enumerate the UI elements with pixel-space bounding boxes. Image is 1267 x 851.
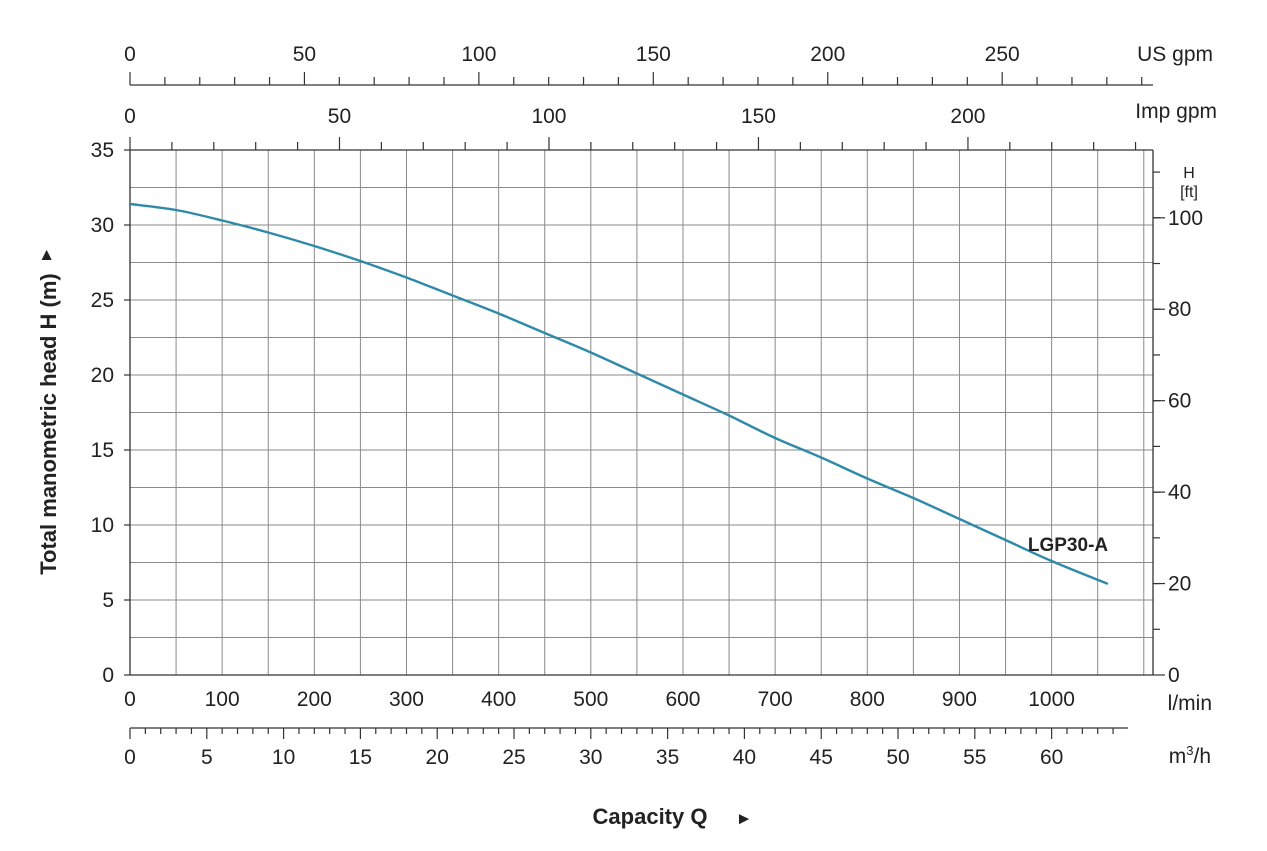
- m3h-tick-label: 55: [963, 746, 986, 769]
- x-tick-label: 900: [942, 688, 977, 711]
- m3h-tick-label: 35: [656, 746, 679, 769]
- y-tick-label: 20: [91, 364, 114, 387]
- ft-tick-label: 80: [1168, 298, 1191, 321]
- m3h-tick-label: 10: [272, 746, 295, 769]
- y-tick-label: 15: [91, 439, 114, 462]
- head-ft-axis-label-h: H: [1183, 165, 1195, 182]
- x-tick-label: 1000: [1028, 688, 1075, 711]
- us-gpm-axis-label: US gpm: [1137, 43, 1213, 66]
- ft-tick-label: 40: [1168, 481, 1191, 504]
- m3h-tick-label: 45: [810, 746, 833, 769]
- series-layer: LGP30-A: [128, 202, 1109, 585]
- y-tick-label: 35: [91, 139, 114, 162]
- x-axis-title: Capacity Q: [593, 804, 708, 829]
- x-tick-label: 500: [573, 688, 608, 711]
- axes: [124, 72, 1165, 739]
- y-tick-label: 5: [102, 589, 114, 612]
- x-tick-label: 100: [205, 688, 240, 711]
- x-tick-label: 800: [850, 688, 885, 711]
- ft-tick-label: 0: [1168, 664, 1180, 687]
- us-gpm-tick-label: 200: [810, 43, 845, 66]
- m3h-tick-label: 30: [579, 746, 602, 769]
- us-gpm-tick-label: 50: [293, 43, 316, 66]
- y-tick-label: 25: [91, 289, 114, 312]
- us-gpm-tick-label: 250: [985, 43, 1020, 66]
- y-tick-label: 30: [91, 214, 114, 237]
- y-tick-label: 0: [102, 664, 114, 687]
- imp-gpm-tick-label: 200: [950, 105, 985, 128]
- ft-tick-label: 100: [1168, 207, 1203, 230]
- m3h-tick-label: 5: [201, 746, 213, 769]
- m3h-tick-label: 0: [124, 746, 136, 769]
- series-line-lgp30-a: [128, 202, 1109, 585]
- m3h-tick-label: 40: [733, 746, 756, 769]
- ft-tick-label: 60: [1168, 390, 1191, 413]
- m3h-label-tail: /h: [1193, 745, 1211, 768]
- imp-gpm-axis-label: Imp gpm: [1135, 100, 1217, 123]
- m3h-axis-label: m3/h: [1169, 743, 1211, 768]
- m3h-tick-label: 15: [349, 746, 372, 769]
- x-tick-label: 700: [758, 688, 793, 711]
- series-label-lgp30-a: LGP30-A: [1028, 535, 1109, 556]
- us-gpm-tick-label: 150: [636, 43, 671, 66]
- m3h-tick-label: 25: [502, 746, 525, 769]
- imp-gpm-tick-label: 0: [124, 105, 136, 128]
- x-tick-label: 400: [481, 688, 516, 711]
- imp-gpm-tick-label: 150: [741, 105, 776, 128]
- y-tick-label: 10: [91, 514, 114, 537]
- x-tick-label: 200: [297, 688, 332, 711]
- y-axis-title: Total manometric head H (m): [36, 273, 61, 575]
- imp-gpm-tick-label: 50: [328, 105, 351, 128]
- imp-gpm-tick-label: 100: [531, 105, 566, 128]
- head-ft-axis-label-unit: [ft]: [1180, 184, 1198, 201]
- m3h-tick-label: 20: [426, 746, 449, 769]
- y-axis-arrow-icon: ►: [36, 247, 55, 264]
- m3h-tick-label: 50: [886, 746, 909, 769]
- plot-grid: [130, 150, 1153, 675]
- x-tick-label: 0: [124, 688, 136, 711]
- us-gpm-tick-label: 100: [461, 43, 496, 66]
- us-gpm-tick-label: 0: [124, 43, 136, 66]
- m3h-tick-label: 60: [1040, 746, 1063, 769]
- m3h-label-sup: 3: [1186, 743, 1193, 758]
- x-axis-arrow-icon: ►: [736, 809, 753, 828]
- x-tick-label: 600: [665, 688, 700, 711]
- m3h-label-base: m: [1169, 745, 1187, 768]
- x-tick-label: 300: [389, 688, 424, 711]
- ft-tick-label: 20: [1168, 573, 1191, 596]
- lmin-axis-label: l/min: [1168, 692, 1212, 715]
